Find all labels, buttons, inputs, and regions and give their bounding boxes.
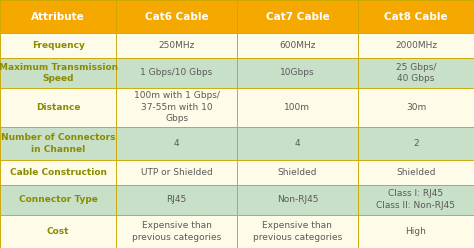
Text: 10Gbps: 10Gbps xyxy=(280,68,315,77)
Text: Cable Construction: Cable Construction xyxy=(9,168,107,177)
FancyBboxPatch shape xyxy=(237,185,358,215)
Text: Cat7 Cable: Cat7 Cable xyxy=(265,12,329,22)
FancyBboxPatch shape xyxy=(116,33,237,58)
FancyBboxPatch shape xyxy=(358,215,474,248)
Text: Cost: Cost xyxy=(47,227,69,236)
FancyBboxPatch shape xyxy=(0,0,116,33)
FancyBboxPatch shape xyxy=(358,88,474,127)
Text: 4: 4 xyxy=(295,139,300,148)
Text: Class I: RJ45
Class II: Non-RJ45: Class I: RJ45 Class II: Non-RJ45 xyxy=(376,189,456,210)
FancyBboxPatch shape xyxy=(358,127,474,160)
Text: 250MHz: 250MHz xyxy=(158,41,195,50)
FancyBboxPatch shape xyxy=(0,33,116,58)
Text: Cat8 Cable: Cat8 Cable xyxy=(384,12,448,22)
Text: 2: 2 xyxy=(413,139,419,148)
Text: 2000MHz: 2000MHz xyxy=(395,41,437,50)
Text: 1 Gbps/10 Gbps: 1 Gbps/10 Gbps xyxy=(140,68,213,77)
FancyBboxPatch shape xyxy=(237,127,358,160)
Text: Frequency: Frequency xyxy=(32,41,84,50)
FancyBboxPatch shape xyxy=(237,33,358,58)
FancyBboxPatch shape xyxy=(358,33,474,58)
Text: 100m: 100m xyxy=(284,103,310,112)
FancyBboxPatch shape xyxy=(358,0,474,33)
Text: Number of Connectors
in Channel: Number of Connectors in Channel xyxy=(1,133,115,154)
Text: 4: 4 xyxy=(174,139,179,148)
FancyBboxPatch shape xyxy=(0,215,116,248)
Text: Shielded: Shielded xyxy=(278,168,317,177)
FancyBboxPatch shape xyxy=(358,185,474,215)
FancyBboxPatch shape xyxy=(116,160,237,185)
Text: 25 Gbps/
40 Gbps: 25 Gbps/ 40 Gbps xyxy=(396,62,436,83)
Text: Maximum Transmission
Speed: Maximum Transmission Speed xyxy=(0,62,118,83)
Text: Shielded: Shielded xyxy=(396,168,436,177)
Text: Expensive than
previous categories: Expensive than previous categories xyxy=(132,221,221,242)
Text: 600MHz: 600MHz xyxy=(279,41,316,50)
Text: Distance: Distance xyxy=(36,103,80,112)
FancyBboxPatch shape xyxy=(237,58,358,88)
FancyBboxPatch shape xyxy=(116,0,237,33)
FancyBboxPatch shape xyxy=(358,160,474,185)
FancyBboxPatch shape xyxy=(237,215,358,248)
Text: Connector Type: Connector Type xyxy=(18,195,98,204)
FancyBboxPatch shape xyxy=(237,160,358,185)
FancyBboxPatch shape xyxy=(237,88,358,127)
FancyBboxPatch shape xyxy=(116,215,237,248)
FancyBboxPatch shape xyxy=(116,58,237,88)
FancyBboxPatch shape xyxy=(0,58,116,88)
FancyBboxPatch shape xyxy=(0,185,116,215)
Text: Expensive than
previous categories: Expensive than previous categories xyxy=(253,221,342,242)
FancyBboxPatch shape xyxy=(116,88,237,127)
Text: UTP or Shielded: UTP or Shielded xyxy=(141,168,212,177)
Text: Attribute: Attribute xyxy=(31,12,85,22)
Text: Non-RJ45: Non-RJ45 xyxy=(277,195,318,204)
Text: 30m: 30m xyxy=(406,103,426,112)
Text: Cat6 Cable: Cat6 Cable xyxy=(145,12,209,22)
FancyBboxPatch shape xyxy=(0,127,116,160)
FancyBboxPatch shape xyxy=(116,127,237,160)
FancyBboxPatch shape xyxy=(237,0,358,33)
FancyBboxPatch shape xyxy=(358,58,474,88)
FancyBboxPatch shape xyxy=(0,88,116,127)
FancyBboxPatch shape xyxy=(116,185,237,215)
FancyBboxPatch shape xyxy=(0,160,116,185)
Text: High: High xyxy=(405,227,427,236)
Text: RJ45: RJ45 xyxy=(166,195,187,204)
Text: 100m with 1 Gbps/
37-55m with 10
Gbps: 100m with 1 Gbps/ 37-55m with 10 Gbps xyxy=(134,92,219,123)
